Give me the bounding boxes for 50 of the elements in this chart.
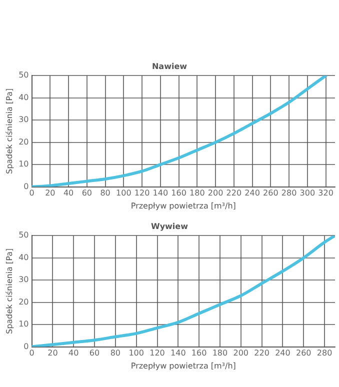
y-tick-label: 50: [18, 230, 29, 240]
x-tick-label: 120: [134, 188, 150, 198]
x-axis-title: Przepływ powietrza [m³/h]: [130, 201, 236, 210]
line-series: [32, 236, 335, 347]
x-tick-label: 100: [128, 348, 144, 358]
x-tick-label: 300: [300, 188, 316, 198]
y-tick-label: 30: [18, 115, 29, 124]
y-tick-label: 0: [24, 342, 29, 351]
x-tick-label: 40: [68, 348, 79, 358]
x-tick-label: 220: [254, 348, 270, 358]
y-tick-label: 10: [18, 320, 29, 329]
x-tick-label: 80: [100, 188, 110, 198]
line-series: [32, 76, 328, 187]
x-tick-label: 320: [318, 188, 334, 198]
x-tick-label: 60: [89, 348, 100, 358]
x-tick-label: 140: [170, 348, 186, 358]
y-tick-label: 20: [18, 297, 29, 306]
y-tick-label: 40: [18, 92, 29, 102]
y-tick-label: 10: [18, 160, 29, 169]
x-tick-label: 240: [275, 348, 290, 358]
x-tick-label: 180: [190, 188, 205, 198]
x-tick-label: 260: [296, 348, 312, 358]
x-tick-label: 20: [48, 348, 58, 358]
y-axis-title: Spadek ciśnienia [Pa]: [4, 248, 14, 334]
x-tick-label: 140: [152, 188, 168, 198]
y-tick-label: 50: [18, 70, 29, 80]
x-tick-label: 180: [212, 348, 228, 358]
x-tick-label: 80: [110, 348, 121, 358]
x-tick-label: 220: [226, 188, 242, 198]
chart-title: Wywiew: [151, 222, 189, 231]
x-tick-label: 240: [244, 188, 260, 198]
x-tick-label: 200: [208, 188, 224, 198]
x-tick-label: 120: [150, 348, 165, 358]
x-tick-label: 40: [63, 188, 74, 198]
y-tick-label: 30: [18, 275, 29, 284]
x-tick-label: 200: [233, 348, 249, 358]
x-tick-label: 160: [171, 188, 186, 198]
chart-title: Nawiew: [152, 62, 188, 71]
x-tick-label: 260: [263, 188, 278, 198]
x-tick-label: 20: [45, 188, 56, 198]
y-tick-label: 20: [18, 137, 29, 146]
x-axis-title: Przepływ powietrza [m³/h]: [130, 361, 236, 370]
y-tick-label: 0: [24, 182, 29, 191]
y-tick-label: 40: [18, 252, 29, 262]
x-tick-label: 100: [116, 188, 132, 198]
x-tick-label: 160: [191, 348, 207, 358]
y-axis-title: Spadek ciśnienia [Pa]: [4, 88, 14, 174]
x-tick-label: 280: [281, 188, 297, 198]
x-tick-label: 280: [316, 348, 332, 358]
x-tick-label: 60: [82, 188, 92, 198]
